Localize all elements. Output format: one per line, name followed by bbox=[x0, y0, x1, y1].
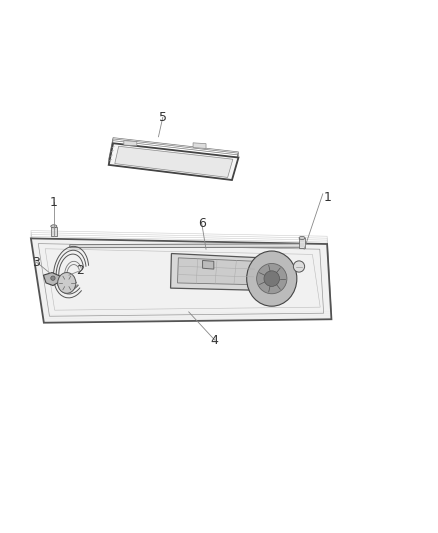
Polygon shape bbox=[109, 143, 238, 180]
Text: 6: 6 bbox=[198, 217, 205, 230]
Polygon shape bbox=[170, 254, 262, 290]
Ellipse shape bbox=[299, 237, 305, 239]
Text: 1: 1 bbox=[50, 196, 58, 209]
Text: 1: 1 bbox=[323, 191, 331, 204]
Polygon shape bbox=[70, 244, 301, 248]
Ellipse shape bbox=[60, 275, 74, 291]
Ellipse shape bbox=[247, 251, 297, 306]
Ellipse shape bbox=[62, 277, 72, 289]
Text: 2: 2 bbox=[76, 264, 84, 277]
Text: 3: 3 bbox=[32, 256, 40, 269]
Polygon shape bbox=[177, 258, 256, 285]
Text: 4: 4 bbox=[211, 334, 219, 346]
Ellipse shape bbox=[293, 261, 304, 272]
Polygon shape bbox=[31, 238, 332, 322]
Polygon shape bbox=[124, 141, 137, 146]
Bar bbox=[51, 227, 57, 236]
Ellipse shape bbox=[58, 272, 76, 293]
Bar bbox=[299, 238, 305, 248]
Ellipse shape bbox=[257, 263, 287, 294]
Polygon shape bbox=[202, 261, 214, 269]
Polygon shape bbox=[193, 143, 206, 149]
Text: 5: 5 bbox=[159, 111, 167, 124]
Polygon shape bbox=[115, 146, 233, 177]
Polygon shape bbox=[43, 272, 60, 286]
Ellipse shape bbox=[51, 276, 55, 280]
Ellipse shape bbox=[51, 225, 57, 228]
Ellipse shape bbox=[264, 271, 279, 286]
